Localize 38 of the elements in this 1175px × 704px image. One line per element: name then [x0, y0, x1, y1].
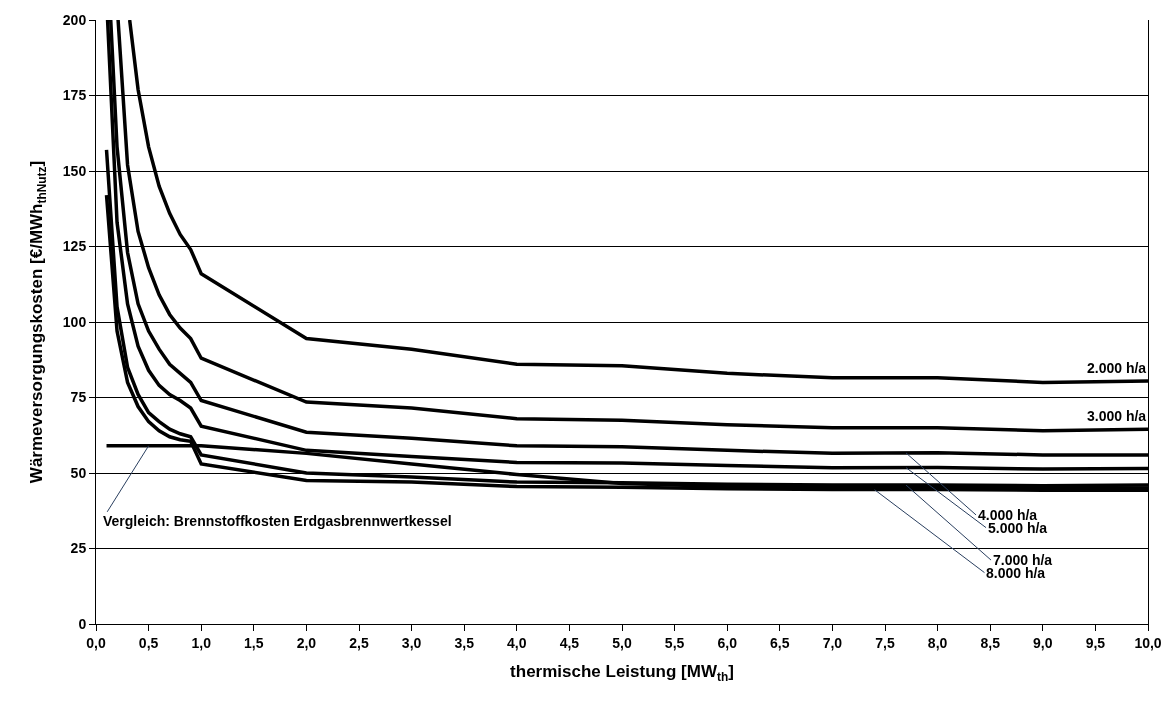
x-tick-label: 3,0 [401, 634, 422, 651]
text: 7.000 h/a [993, 552, 1053, 568]
text: Vergleich: Brennstoffkosten Erdgasbrennwertkessel [103, 513, 452, 529]
y-tick-label: 0 [78, 615, 87, 632]
y-tick-label: 75 [70, 389, 87, 406]
x-tick-label: 7,5 [875, 634, 895, 651]
text: 5.000 h/a [988, 520, 1048, 536]
y-tick-label: 150 [62, 162, 87, 179]
x-tick-label: 9,0 [1033, 634, 1053, 651]
y-tick-label: 100 [62, 313, 87, 330]
x-tick-label: 2,5 [349, 634, 369, 651]
series-label: 2.000 h/a [1087, 360, 1147, 376]
x-tick-label: 0,5 [138, 634, 159, 651]
x-tick-label: 6,5 [770, 634, 790, 651]
x-tick-label: 4,5 [559, 634, 580, 651]
x-tick-label: 1,5 [244, 634, 264, 651]
text: 4.000 h/a [978, 507, 1038, 523]
series-label: 3.000 h/a [1087, 408, 1147, 424]
y-tick-label: 25 [70, 540, 87, 557]
x-tick-label: 8,0 [927, 634, 948, 651]
y-tick-label: 50 [70, 464, 87, 481]
y-tick-label: 200 [62, 11, 87, 28]
x-tick-label: 4,0 [507, 634, 527, 651]
x-tick-label: 1,0 [191, 634, 212, 651]
x-tick-label: 5,5 [664, 634, 685, 651]
x-axis-title: thermische Leistung [MW$_{th}$] [510, 662, 734, 684]
x-tick-label: 5,0 [612, 634, 632, 651]
y-tick-label: 175 [62, 87, 87, 104]
x-tick-label: 0,0 [86, 634, 106, 651]
x-tick-label: 6,0 [717, 634, 738, 651]
x-tick-label: 9,5 [1085, 634, 1106, 651]
x-tick-label: 3,5 [454, 634, 475, 651]
text: 8.000 h/a [986, 565, 1046, 581]
x-tick-label: 10,0 [1134, 634, 1162, 651]
x-tick-label: 7,0 [822, 634, 843, 651]
y-tick-label: 125 [62, 238, 87, 255]
x-tick-label: 8,5 [980, 634, 1001, 651]
x-tick-label: 2,0 [296, 634, 317, 651]
